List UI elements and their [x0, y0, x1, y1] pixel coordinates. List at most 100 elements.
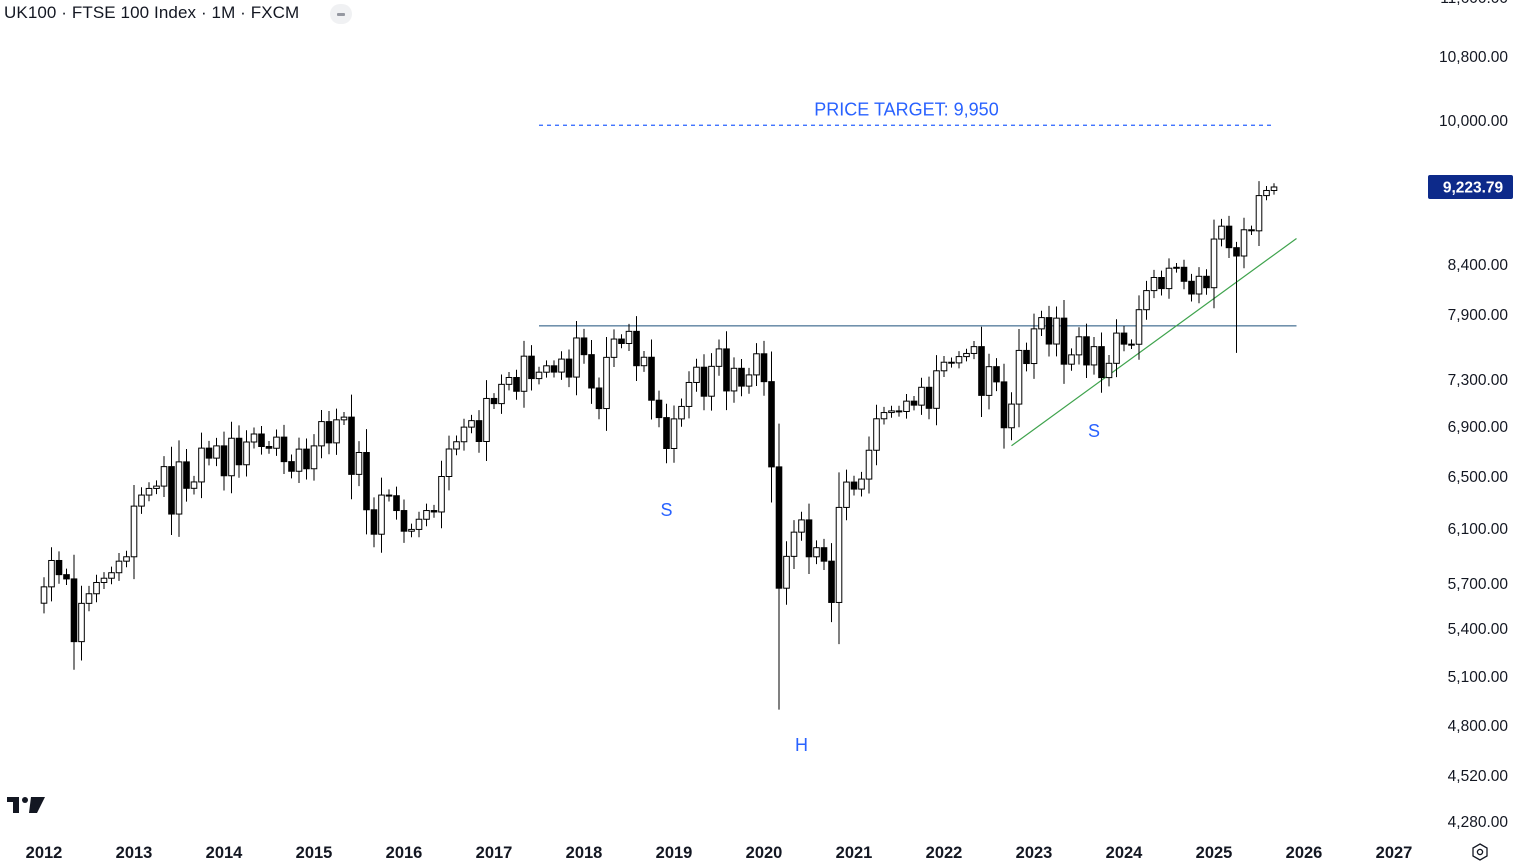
- candle[interactable]: [738, 358, 745, 397]
- candle[interactable]: [288, 454, 295, 479]
- candle[interactable]: [1045, 305, 1053, 357]
- candle[interactable]: [805, 503, 813, 574]
- candle[interactable]: [640, 351, 648, 372]
- candle[interactable]: [528, 345, 535, 391]
- candle[interactable]: [1180, 259, 1188, 290]
- candle[interactable]: [1248, 225, 1255, 235]
- candle[interactable]: [790, 520, 798, 569]
- candle[interactable]: [310, 434, 318, 481]
- candle[interactable]: [48, 547, 55, 602]
- candle[interactable]: [123, 550, 130, 568]
- candle[interactable]: [1128, 339, 1135, 350]
- candle[interactable]: [370, 497, 378, 548]
- candle[interactable]: [1225, 215, 1233, 259]
- candle[interactable]: [1135, 295, 1143, 360]
- candle[interactable]: [985, 353, 993, 410]
- candle[interactable]: [1000, 363, 1008, 449]
- candle[interactable]: [730, 357, 738, 403]
- candle[interactable]: [438, 460, 445, 529]
- collapse-legend-button[interactable]: [330, 4, 352, 24]
- candle[interactable]: [760, 340, 768, 396]
- candle[interactable]: [1090, 336, 1098, 375]
- candle[interactable]: [415, 511, 423, 538]
- candle[interactable]: [468, 414, 475, 434]
- candle[interactable]: [873, 404, 880, 466]
- candle[interactable]: [393, 486, 400, 520]
- candle[interactable]: [318, 409, 325, 459]
- candle[interactable]: [453, 435, 460, 456]
- candle[interactable]: [543, 360, 550, 378]
- candle[interactable]: [745, 367, 753, 394]
- candle[interactable]: [273, 429, 280, 456]
- candle[interactable]: [355, 441, 363, 487]
- candle[interactable]: [145, 482, 153, 502]
- candle[interactable]: [948, 357, 955, 368]
- candle[interactable]: [460, 418, 468, 451]
- candle[interactable]: [610, 329, 618, 368]
- candle[interactable]: [183, 449, 190, 502]
- candle[interactable]: [115, 553, 123, 581]
- candle[interactable]: [588, 339, 595, 404]
- candle[interactable]: [1150, 269, 1158, 299]
- price-axis[interactable]: 4,280.00 4,520.00 4,800.00 5,100.00 5,400.00…: [1428, 0, 1513, 831]
- candle[interactable]: [108, 566, 115, 585]
- candle[interactable]: [595, 377, 603, 420]
- candle[interactable]: [1008, 392, 1015, 441]
- candle[interactable]: [1030, 313, 1038, 379]
- candle[interactable]: [205, 440, 213, 466]
- candle[interactable]: [888, 405, 895, 418]
- candle[interactable]: [535, 366, 543, 385]
- candle[interactable]: [670, 405, 678, 463]
- candle[interactable]: [978, 326, 985, 417]
- candle[interactable]: [1038, 310, 1045, 337]
- candle[interactable]: [813, 540, 820, 565]
- candle[interactable]: [445, 435, 453, 491]
- candle[interactable]: [348, 394, 355, 500]
- candle[interactable]: [573, 321, 580, 396]
- candle[interactable]: [580, 328, 588, 364]
- candle[interactable]: [820, 538, 828, 571]
- candle[interactable]: [220, 431, 228, 491]
- candle[interactable]: [1165, 258, 1173, 299]
- candle[interactable]: [340, 411, 348, 426]
- candle[interactable]: [700, 354, 708, 411]
- candle[interactable]: [1218, 218, 1225, 247]
- candle[interactable]: [970, 340, 978, 360]
- candle[interactable]: [168, 446, 175, 536]
- candle[interactable]: [325, 410, 333, 455]
- candle[interactable]: [783, 541, 790, 605]
- candle[interactable]: [648, 339, 655, 420]
- candle[interactable]: [835, 472, 843, 645]
- candle[interactable]: [925, 376, 933, 420]
- candle[interactable]: [1068, 348, 1075, 371]
- candle[interactable]: [625, 323, 633, 351]
- candle[interactable]: [843, 469, 850, 521]
- candle[interactable]: [1240, 217, 1248, 269]
- candle[interactable]: [385, 489, 393, 502]
- candle[interactable]: [850, 475, 858, 496]
- candle[interactable]: [1113, 319, 1120, 378]
- candle[interactable]: [655, 390, 663, 428]
- time-axis[interactable]: 2012 2013 2014 2015 2016 2017 2018 2019 2020 2021…: [26, 844, 1413, 862]
- candle[interactable]: [1023, 342, 1030, 372]
- candle[interactable]: [1105, 355, 1113, 387]
- candle[interactable]: [618, 334, 625, 349]
- candle[interactable]: [940, 355, 948, 378]
- candle[interactable]: [798, 511, 805, 541]
- candle[interactable]: [78, 585, 85, 661]
- candle[interactable]: [918, 377, 925, 415]
- candle[interactable]: [490, 393, 498, 409]
- candle[interactable]: [558, 351, 565, 380]
- candle[interactable]: [1203, 269, 1210, 295]
- candle[interactable]: [228, 421, 235, 494]
- candle[interactable]: [565, 349, 573, 388]
- candle[interactable]: [715, 339, 723, 376]
- candle[interactable]: [1188, 273, 1195, 302]
- candle[interactable]: [235, 425, 243, 478]
- candle[interactable]: [430, 504, 438, 518]
- chart-settings-icon[interactable]: [1472, 843, 1488, 861]
- candle[interactable]: [1263, 185, 1270, 201]
- candle[interactable]: [93, 574, 100, 603]
- candle[interactable]: [258, 425, 265, 455]
- candle[interactable]: [190, 475, 198, 495]
